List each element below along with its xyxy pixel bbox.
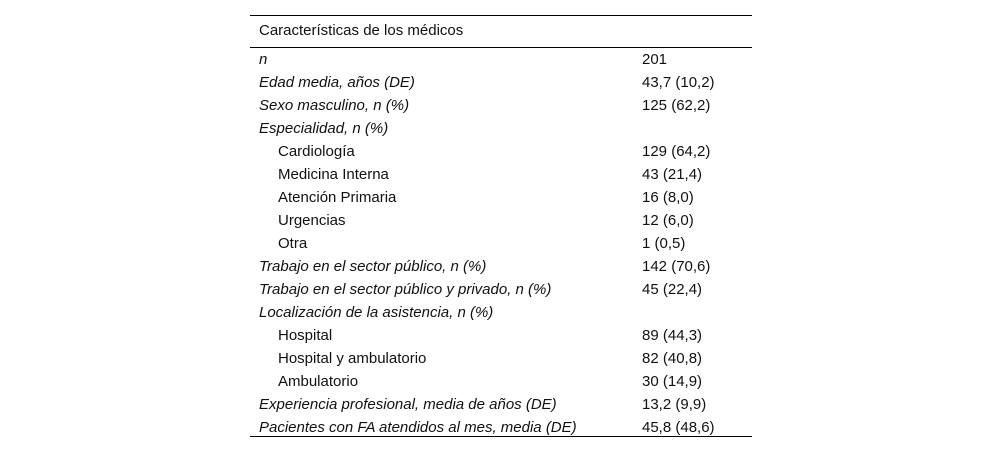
row-label: Especialidad, n (%) (259, 120, 389, 137)
subrow-value: 89 (44,3) (642, 327, 703, 344)
subrow-label: Medicina Interna (278, 166, 389, 183)
row-label: Experiencia profesional, media de años (… (259, 396, 557, 413)
subrow-label: Hospital (278, 327, 333, 344)
subrow-value: 1 (0,5) (642, 235, 686, 252)
table-header: Características de los médicos (259, 22, 464, 39)
row-value: 45 (22,4) (642, 281, 703, 298)
top-rule (250, 15, 752, 16)
subrow-value: 16 (8,0) (642, 189, 694, 206)
row-label: Trabajo en el sector público y privado, … (259, 281, 552, 298)
subrow-label: Atención Primaria (278, 189, 397, 206)
subrow-label: Otra (278, 235, 308, 252)
subrow-label: Ambulatorio (278, 373, 359, 390)
subrow-value: 12 (6,0) (642, 212, 694, 229)
row-label: Localización de la asistencia, n (%) (259, 304, 494, 321)
row-value: 43,7 (10,2) (642, 74, 715, 91)
subrow-value: 129 (64,2) (642, 143, 711, 160)
row-label: n (259, 51, 268, 68)
subrow-label: Urgencias (278, 212, 346, 229)
row-value: 125 (62,2) (642, 97, 711, 114)
row-label: Pacientes con FA atendidos al mes, media… (259, 419, 577, 436)
subrow-value: 30 (14,9) (642, 373, 703, 390)
row-label: Edad media, años (DE) (259, 74, 415, 91)
row-value: 13,2 (9,9) (642, 396, 707, 413)
row-value: 45,8 (48,6) (642, 419, 715, 436)
subrow-label: Cardiología (278, 143, 355, 160)
header-rule (250, 47, 752, 48)
subrow-label: Hospital y ambulatorio (278, 350, 427, 367)
row-value: 142 (70,6) (642, 258, 711, 275)
bottom-rule (250, 436, 752, 437)
row-value: 201 (642, 51, 668, 68)
row-label: Sexo masculino, n (%) (259, 97, 410, 114)
subrow-value: 43 (21,4) (642, 166, 703, 183)
row-label: Trabajo en el sector público, n (%) (259, 258, 487, 275)
subrow-value: 82 (40,8) (642, 350, 703, 367)
